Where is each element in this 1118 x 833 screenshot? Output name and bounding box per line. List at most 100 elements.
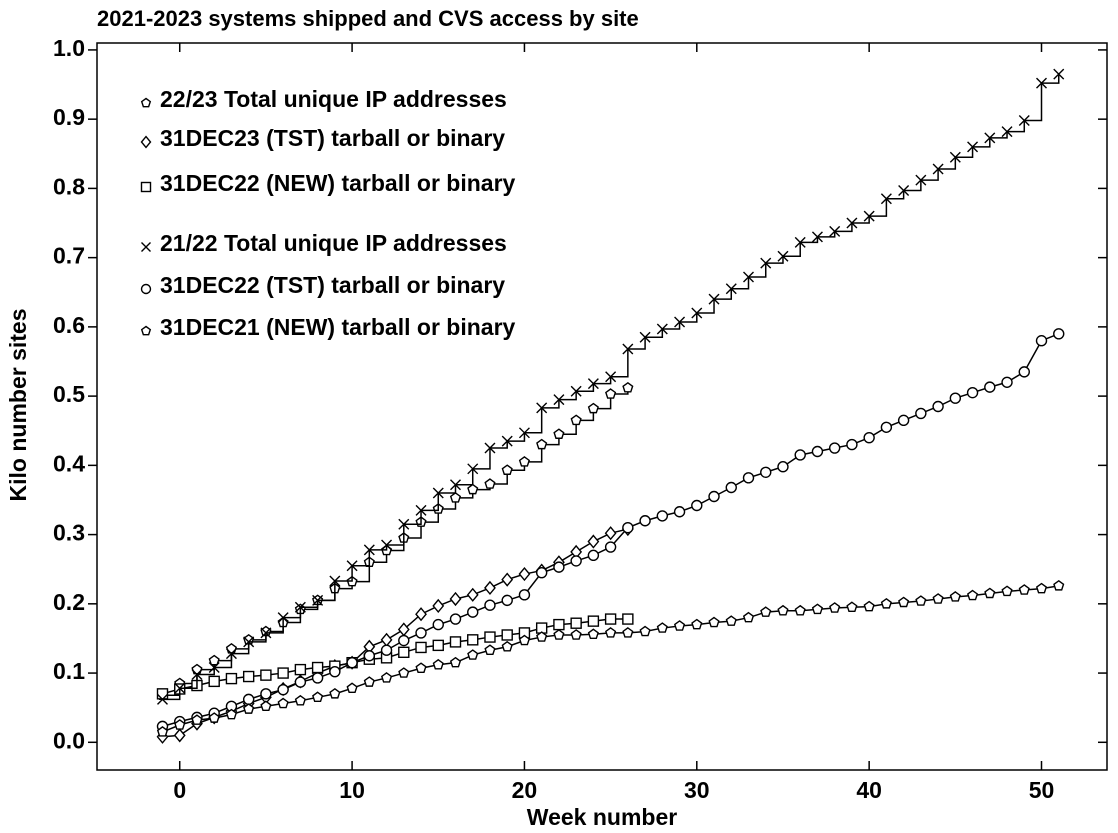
data-point: [880, 597, 892, 609]
data-point: [708, 490, 720, 503]
y-tick-label: 0.9: [53, 104, 85, 130]
data-point: [518, 589, 531, 601]
data-point: [656, 622, 668, 633]
data-point: [622, 343, 634, 355]
data-point: [536, 631, 548, 642]
data-point: [467, 606, 479, 618]
data-point: [294, 676, 307, 688]
data-point: [449, 656, 462, 668]
data-point: [587, 615, 600, 627]
data-point: [553, 561, 565, 573]
data-point: [673, 620, 686, 631]
y-tick-label: 0.3: [53, 520, 85, 546]
data-point: [294, 663, 307, 676]
data-point: [829, 602, 841, 613]
data-point: [708, 616, 720, 628]
data-point: [794, 449, 806, 461]
y-tick-label: 0.1: [53, 658, 85, 684]
data-point: [811, 445, 824, 458]
data-point: [1035, 335, 1048, 347]
x-tick-label: 10: [339, 777, 365, 803]
data-point: [811, 603, 824, 615]
data-point: [553, 428, 565, 439]
data-point: [363, 676, 375, 687]
data-point: [622, 521, 634, 534]
data-point: [484, 478, 496, 489]
data-point: [794, 236, 806, 248]
legend-label: 31DEC21 (NEW) tarball or binary: [160, 314, 516, 340]
data-point: [242, 693, 255, 706]
data-point: [191, 668, 203, 680]
data-point: [932, 593, 944, 604]
data-point: [570, 414, 582, 426]
data-point: [346, 682, 358, 694]
data-point: [691, 499, 703, 512]
data-point: [415, 504, 427, 516]
data-point: [260, 669, 272, 681]
data-point: [898, 184, 910, 196]
data-point: [484, 599, 496, 611]
y-tick-label: 0.5: [53, 381, 85, 407]
data-point: [984, 381, 996, 393]
data-point: [450, 479, 461, 491]
data-point: [260, 700, 272, 712]
data-point: [604, 613, 617, 625]
data-point: [656, 510, 669, 522]
y-tick-label: 0.7: [53, 243, 85, 269]
data-point: [1018, 366, 1030, 378]
data-point: [432, 658, 444, 670]
data-point: [174, 719, 186, 730]
data-point: [604, 526, 617, 541]
data-point: [484, 580, 496, 595]
data-point: [398, 634, 410, 647]
data-point: [277, 697, 289, 709]
data-point: [1001, 126, 1013, 138]
data-point: [449, 636, 462, 648]
data-point: [277, 667, 289, 679]
data-point: [536, 402, 548, 414]
data-point: [449, 613, 462, 625]
legend-label: 31DEC22 (TST) tarball or binary: [160, 272, 505, 298]
data-point: [949, 151, 961, 163]
data-point: [156, 688, 169, 700]
data-point: [398, 646, 410, 658]
data-point: [277, 612, 289, 624]
data-point: [863, 600, 875, 612]
data-point: [553, 618, 565, 631]
data-point: [311, 672, 324, 684]
data-point: [967, 141, 979, 153]
data-point: [415, 662, 427, 673]
series-line: [162, 528, 629, 738]
data-point: [570, 385, 582, 397]
data-point: [794, 604, 806, 616]
data-point: [725, 283, 737, 295]
data-point: [208, 675, 220, 688]
x-tick-label: 40: [856, 777, 882, 803]
data-point: [605, 371, 617, 383]
data-point: [363, 544, 375, 556]
data-point: [398, 667, 410, 678]
legend-marker: [140, 135, 152, 149]
data-point: [553, 394, 565, 406]
data-point: [225, 648, 237, 660]
data-point: [518, 634, 531, 646]
data-point: [449, 591, 462, 607]
data-point: [898, 596, 910, 608]
data-point: [518, 456, 531, 467]
data-point: [312, 691, 324, 703]
data-point: [622, 627, 634, 638]
data-point: [587, 378, 599, 390]
data-point: [897, 414, 910, 427]
data-point: [622, 381, 634, 393]
data-point: [932, 163, 944, 175]
data-point: [363, 650, 376, 662]
data-point: [449, 492, 462, 503]
data-point: [674, 316, 686, 328]
data-point: [742, 472, 755, 484]
data-point: [1053, 328, 1065, 340]
data-point: [208, 662, 220, 674]
x-axis-label: Week number: [527, 804, 677, 830]
data-point: [397, 622, 410, 637]
data-point: [760, 466, 772, 478]
